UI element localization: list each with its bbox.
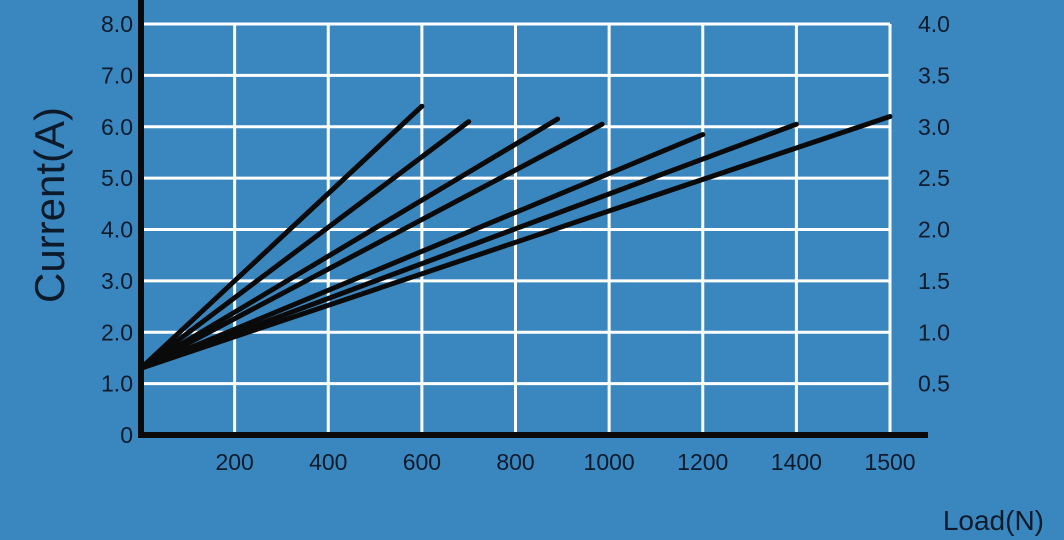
x-tick-label-5: 1200 (677, 449, 728, 475)
x-tick-label-4: 1000 (584, 449, 635, 475)
x-axis-label: Load(N) (943, 505, 1044, 536)
y-tick-label-5: 5.0 (101, 165, 133, 191)
x-tick-label-7: 1500 (864, 449, 915, 475)
y-tick-label-8: 8.0 (101, 11, 133, 37)
y-tick-label-4: 4.0 (101, 217, 133, 243)
y2-tick-label-0: 0.5 (918, 371, 950, 397)
x-tick-label-6: 1400 (771, 449, 822, 475)
series-line-3 (138, 116, 561, 371)
x-tick-label-2: 600 (403, 449, 441, 475)
y2-tick-label-1: 1.0 (918, 319, 950, 345)
series-line-2 (138, 119, 472, 371)
x-tick-label-1: 400 (309, 449, 347, 475)
x-tick-labels: 200 400 600 800 1000 1200 1400 1500 (215, 449, 915, 475)
series-line-5 (138, 132, 706, 371)
y-tick-label-0: 0 (120, 422, 133, 448)
y-tick-label-6: 6.0 (101, 114, 133, 140)
y-tick-label-3: 3.0 (101, 268, 133, 294)
y-axis-label: Current(A) (26, 107, 73, 303)
y-tick-label-7: 7.0 (101, 62, 133, 88)
series-line-4 (138, 121, 605, 371)
series-line-6 (138, 121, 799, 371)
y2-tick-label-4: 2.5 (918, 165, 950, 191)
axes (138, 0, 928, 438)
y2-tick-label-6: 3.5 (918, 62, 950, 88)
series-group (138, 103, 893, 371)
y2-tick-labels: 0.5 1.0 1.5 2.0 2.5 3.0 3.5 4.0 (918, 11, 950, 397)
grid (141, 22, 892, 435)
x-tick-label-0: 200 (215, 449, 253, 475)
y-tick-label-2: 2.0 (101, 319, 133, 345)
series-line-1 (138, 103, 425, 371)
y2-tick-label-2: 1.5 (918, 268, 950, 294)
y-tick-label-1: 1.0 (101, 371, 133, 397)
y-tick-labels: 0 1.0 2.0 3.0 4.0 5.0 6.0 7.0 8.0 (101, 11, 133, 448)
x-tick-label-3: 800 (496, 449, 534, 475)
series-line-7 (138, 114, 893, 371)
y2-tick-label-5: 3.0 (918, 114, 950, 140)
y2-tick-label-3: 2.0 (918, 217, 950, 243)
y2-tick-label-7: 4.0 (918, 11, 950, 37)
